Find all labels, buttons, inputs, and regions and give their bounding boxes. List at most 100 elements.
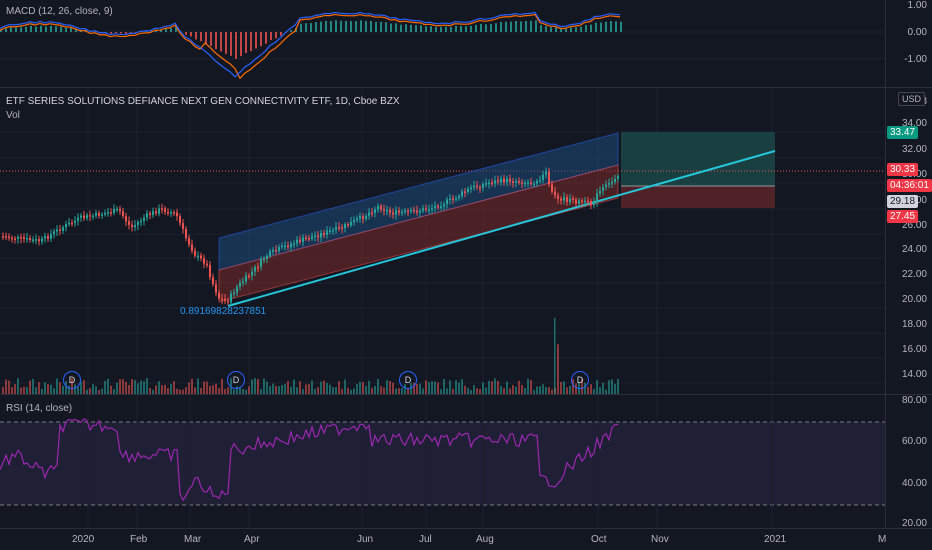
candle-body [164,208,166,212]
candle-body [479,186,481,189]
candle-body [434,205,436,208]
candle-body [506,178,508,183]
volume-bar [74,384,76,394]
volume-bar [575,383,577,394]
macd-histogram-bar [320,21,322,32]
candle-body [461,191,463,197]
volume-bar [338,381,340,394]
candle-body [221,298,223,301]
candle-body [362,216,364,219]
candle-body [419,210,421,213]
price-pane[interactable]: ETF SERIES SOLUTIONS DEFIANCE NEXT GEN C… [0,88,885,394]
candle-body [236,286,238,293]
currency-button[interactable]: USD [898,92,926,106]
candle-body [98,212,100,216]
candle-body [245,275,247,282]
macd-histogram-bar [55,26,57,32]
macd-histogram-bar [610,21,612,32]
time-axis[interactable]: 2020 Feb Mar Apr Jun Jul Aug Oct Nov 202… [0,529,932,550]
volume-bar [470,389,472,394]
volume-bar [353,388,355,394]
candle-body [614,179,616,182]
volume-bar [50,384,52,394]
candle-body [593,202,595,205]
dividend-marker[interactable]: D [571,371,589,389]
volume-bar [134,380,136,394]
macd-price-axis[interactable]: 1.00 0.00 -1.00 [885,0,932,87]
rsi-tick: 80.00 [901,395,927,406]
candle-body [308,237,310,240]
volume-bar [509,388,511,394]
volume-bar [422,388,424,394]
macd-histogram-bar [315,22,317,32]
macd-histogram-bar [390,23,392,32]
candle-body [572,198,574,201]
time-label: M [878,534,887,545]
rsi-axis[interactable]: 80.00 60.00 40.00 20.00 [885,395,932,529]
volume-bar [452,388,454,394]
volume-bar [65,381,67,394]
candle-body [530,182,532,185]
macd-histogram-bar [310,23,312,32]
candle-body [458,196,460,199]
trend-line [227,150,776,307]
macd-histogram-bar [495,23,497,32]
candle-body [296,239,298,244]
candle-body [503,178,505,183]
volume-bar [209,385,211,394]
candle-body [473,185,475,188]
volume-bar [329,384,331,394]
candle-body [11,237,13,240]
candle-body [341,227,343,229]
volume-bar [236,386,238,394]
macd-pane[interactable]: MACD (12, 26, close, 9) [0,0,885,87]
candle-body [182,223,184,229]
volume-bar [32,378,34,394]
pane-divider[interactable] [0,394,932,395]
candle-body [395,210,397,215]
candle-body [329,230,331,233]
macd-histogram-bar [205,32,207,44]
volume-bar [461,379,463,394]
volume-bar [212,385,214,394]
candle-body [485,183,487,185]
candle-body [557,195,559,199]
macd-histogram-bar [540,25,542,32]
symbol-title: ETF SERIES SOLUTIONS DEFIANCE NEXT GEN C… [6,96,400,107]
volume-bar [533,389,535,394]
volume-bar [107,378,109,394]
volume-bar [542,384,544,394]
volume-bar [590,384,592,394]
pane-divider[interactable] [0,87,932,88]
time-label: 2020 [72,534,95,545]
candle-body [542,174,544,180]
price-tick: 32.00 [901,144,927,155]
macd-histogram-bar [615,21,617,32]
candle-body [95,212,97,216]
dividend-marker[interactable]: D [63,371,81,389]
volume-bar [44,382,46,394]
volume-bar [281,385,283,394]
candle-body [404,210,406,213]
dividend-marker[interactable]: D [227,371,245,389]
rsi-tick: 60.00 [901,436,927,447]
dividend-marker[interactable]: D [399,371,417,389]
rsi-pane[interactable]: RSI (14, close) [0,395,885,528]
candle-body [539,179,541,182]
macd-histogram-bar [325,20,327,32]
volume-bar [479,389,481,394]
macd-histogram-bar [120,32,122,34]
volume-bar [395,388,397,394]
candle-body [200,255,202,259]
volume-bar [275,385,277,394]
macd-histogram-bar [430,26,432,32]
volume-bar [371,387,373,394]
candle-body [2,236,4,238]
volume-bar [17,378,19,394]
volume-bar [98,389,100,394]
volume-bar [428,382,430,394]
volume-bar [464,385,466,394]
candle-body [425,208,427,210]
volume-bar [161,385,163,394]
volume-bar [8,380,10,394]
